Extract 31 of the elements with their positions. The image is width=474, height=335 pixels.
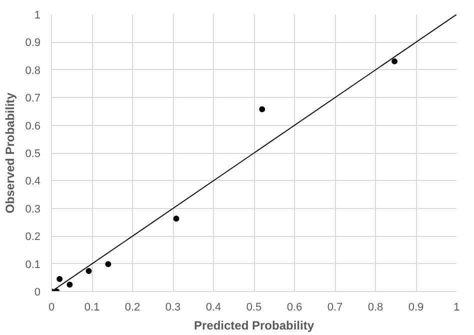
y-tick-label: 0.6 <box>25 120 41 132</box>
y-tick-label: 0.8 <box>25 64 41 77</box>
point <box>173 216 180 222</box>
x-tick-label: 0.6 <box>286 302 302 314</box>
y-tick-label: 0.3 <box>25 203 41 216</box>
x-tick-label: 0.8 <box>368 302 384 314</box>
x-tick-label: 0 <box>48 302 55 314</box>
y-tick-label: 1 <box>34 10 41 22</box>
y-tick-label: 0.9 <box>25 37 41 50</box>
x-tick-label: 0.2 <box>124 302 140 314</box>
x-tick-label: 0.3 <box>165 302 181 314</box>
y-tick-label: 0.4 <box>25 176 41 188</box>
x-tick-label: 0.9 <box>408 302 424 314</box>
point <box>86 268 92 274</box>
y-tick-label: 0 <box>34 286 41 298</box>
point <box>259 106 266 112</box>
y-tick-label: 0.2 <box>25 231 41 244</box>
point <box>66 282 73 288</box>
y-axis-title: Observed Probability <box>3 92 18 214</box>
y-tick-label: 0.5 <box>25 148 41 160</box>
point <box>56 276 63 282</box>
y-tick-label: 0.7 <box>25 92 41 105</box>
x-tick-label: 1 <box>453 302 460 314</box>
x-tick-label: 0.5 <box>246 302 262 314</box>
y-tick-label: 0.1 <box>25 258 41 271</box>
x-tick-label: 0.7 <box>327 302 343 314</box>
x-axis-title: Predicted Probability <box>194 318 314 332</box>
x-tick-label: 0.1 <box>84 302 100 314</box>
point <box>105 261 112 268</box>
point <box>392 58 398 64</box>
x-tick-label: 0.4 <box>206 302 222 314</box>
